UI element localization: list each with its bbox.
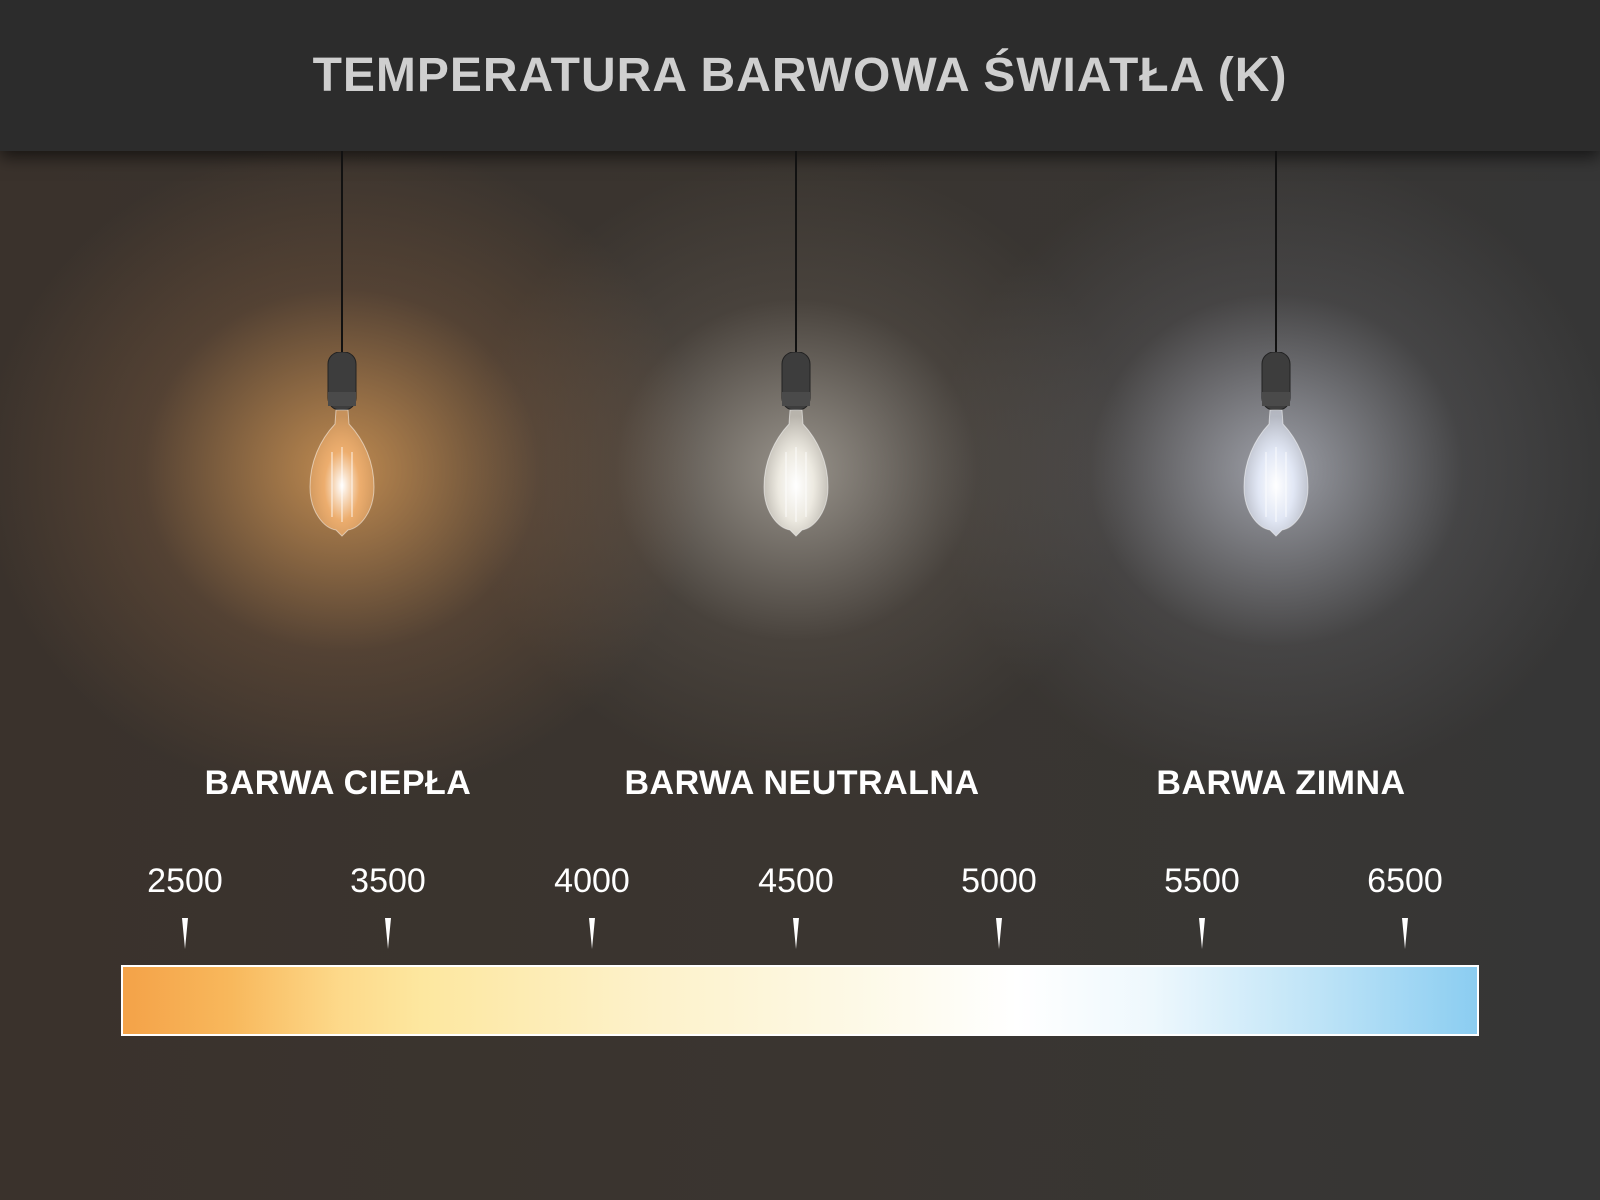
tick-label: 6500 [1367,862,1443,900]
tick-marker [793,918,799,949]
tick-label: 4500 [758,862,834,900]
tick-label: 5500 [1164,862,1240,900]
label-cool: BARWA ZIMNA [1156,764,1406,802]
label-warm: BARWA CIEPŁA [204,764,472,802]
tick-label: 4000 [554,862,630,900]
label-neutral: BARWA NEUTRALNA [624,764,980,802]
header-bar: TEMPERATURA BARWOWA ŚWIATŁA (K) [0,0,1600,151]
tick-marker [1402,918,1408,949]
tick-marker [385,918,391,949]
light-bulb-icon [1236,351,1316,542]
tick-label: 3500 [350,862,426,900]
tick-label: 5000 [961,862,1037,900]
light-bulb-icon [302,351,382,542]
color-temperature-gradient-bar [121,965,1479,1036]
tick-marker [996,918,1002,949]
tick-marker [182,918,188,949]
cord [795,151,797,356]
cord [341,151,343,356]
cord [1275,151,1277,356]
tick-marker [1199,918,1205,949]
page-title: TEMPERATURA BARWOWA ŚWIATŁA (K) [312,49,1288,102]
tick-marker [589,918,595,949]
light-bulb-icon [756,351,836,542]
tick-label: 2500 [147,862,223,900]
